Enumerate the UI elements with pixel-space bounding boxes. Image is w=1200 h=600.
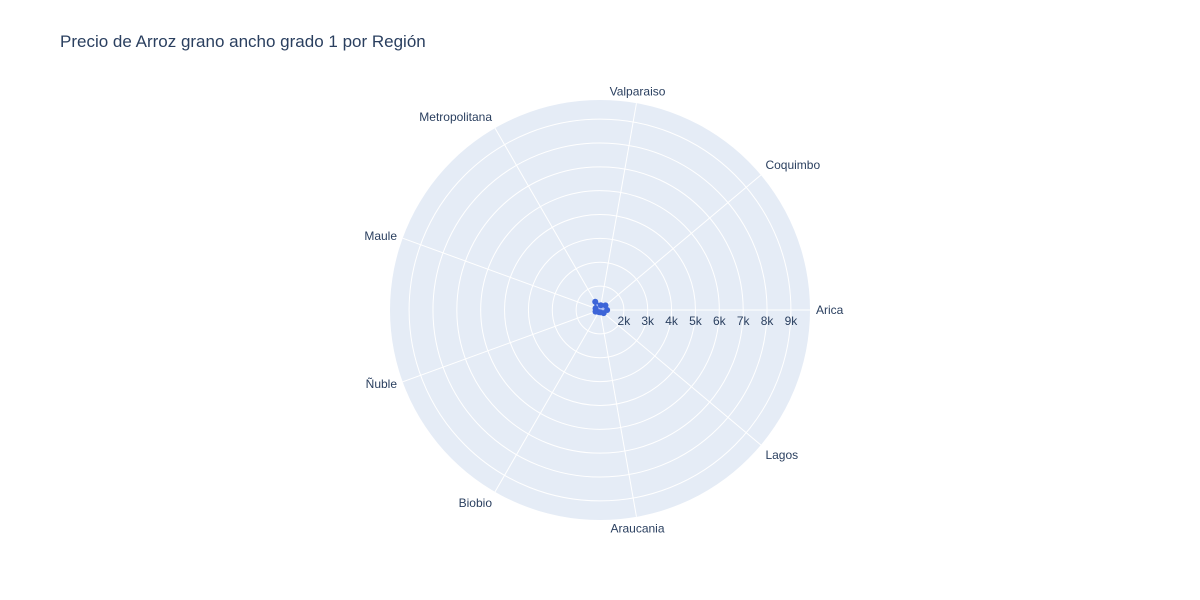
radial-tick-labels: 2k 3k 4k 5k 6k 7k 8k 9k (618, 314, 799, 328)
radial-tick-label-2: 4k (665, 314, 679, 328)
radial-tick-label-1: 3k (641, 314, 655, 328)
spoke-1 (599, 174, 762, 311)
spoke-5 (402, 309, 601, 383)
radial-tick-label-5: 7k (737, 314, 751, 328)
data-point-1[interactable] (602, 302, 609, 309)
chart-title: Precio de Arroz grano ancho grado 1 por … (60, 32, 426, 51)
radial-tick-label-4: 6k (713, 314, 727, 328)
spoke-6 (494, 309, 601, 493)
category-label-3: Metropolitana (419, 110, 492, 124)
category-label-0: Arica (816, 303, 844, 317)
radial-tick-label-0: 2k (618, 314, 632, 328)
spoke-7 (599, 309, 637, 517)
radial-tick-label-6: 8k (761, 314, 775, 328)
category-label-6: Biobio (459, 496, 493, 510)
series-layer (592, 298, 611, 317)
category-label-2: Valparaiso (610, 84, 666, 98)
spoke-4 (402, 237, 601, 311)
category-label-1: Coquimbo (765, 158, 820, 172)
angular-grid (402, 103, 810, 517)
spoke-8 (599, 309, 762, 446)
data-point-3[interactable] (592, 298, 599, 305)
radial-tick-label-7: 9k (785, 314, 799, 328)
category-label-7: Araucania (610, 522, 664, 536)
data-point-2[interactable] (597, 302, 604, 309)
spoke-3 (494, 127, 601, 311)
radial-tick-label-3: 5k (689, 314, 703, 328)
category-label-8: Lagos (765, 448, 798, 462)
category-label-5: Ñuble (366, 377, 398, 391)
category-label-4: Maule (364, 229, 397, 243)
data-point-8[interactable] (600, 310, 607, 317)
spoke-2 (599, 103, 637, 311)
category-labels: Arica Coquimbo Valparaiso Metropolitana Maul… (364, 84, 843, 535)
